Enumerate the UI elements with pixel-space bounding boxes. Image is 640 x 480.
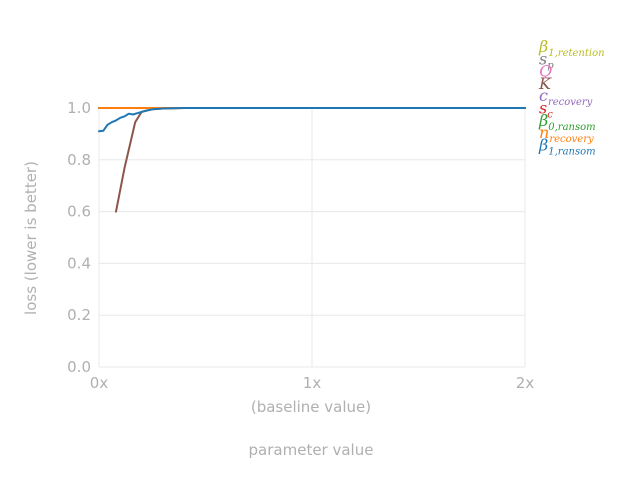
y-tick-label-4: 0.8 <box>67 151 91 169</box>
legend: β1,retentionspQKcrecoveryscβ0,ransomnrec… <box>538 37 605 157</box>
y-axis-ticks: 0.0 0.2 0.4 0.6 0.8 1.0 <box>67 99 91 376</box>
y-axis-label: loss (lower is better) <box>22 161 40 315</box>
plot-series <box>98 107 526 213</box>
y-tick-label-0: 0.0 <box>67 358 91 376</box>
legend-entry-3: K <box>538 74 552 93</box>
x-tick-label-0: 0x <box>90 374 109 392</box>
y-tick-label-2: 0.4 <box>67 254 91 272</box>
x-tick-label-2: 2x <box>516 374 535 392</box>
x-axis-label-line-2: parameter value <box>249 441 374 459</box>
series-line-8 <box>98 107 526 133</box>
x-tick-label-1: 1x <box>303 374 322 392</box>
y-tick-label-3: 0.6 <box>67 203 91 221</box>
legend-entry-2: Q <box>539 62 552 81</box>
x-axis-ticks: 0x 1x 2x <box>90 374 535 392</box>
x-axis-label-line-1: (baseline value) <box>251 398 371 416</box>
grid-lines <box>98 107 526 368</box>
legend-entry-0: β1,retention <box>538 37 605 59</box>
y-tick-label-5: 1.0 <box>67 99 91 117</box>
y-tick-label-1: 0.2 <box>67 306 91 324</box>
